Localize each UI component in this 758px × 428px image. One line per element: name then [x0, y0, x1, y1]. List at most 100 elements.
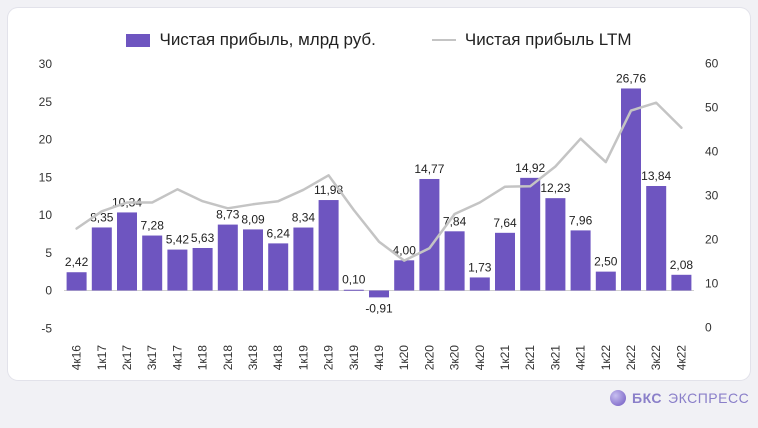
bar — [646, 186, 667, 291]
bar-data-label: 8,73 — [216, 208, 240, 222]
legend-item-net-profit: Чистая прибыль, млрд руб. — [126, 30, 376, 50]
bar — [117, 212, 137, 291]
bar-data-label: 13,84 — [641, 169, 671, 183]
x-category-label: 1к19 — [296, 345, 310, 371]
bar-data-label: 5,42 — [166, 233, 190, 247]
bar-data-label: 26,76 — [616, 71, 646, 85]
bar-data-label: 1,73 — [468, 260, 492, 274]
y-left-tick-label: 30 — [39, 57, 53, 71]
brand-logo-icon — [610, 390, 626, 406]
bar-data-label: -0,91 — [365, 301, 393, 315]
x-category-label: 4к16 — [70, 345, 84, 371]
x-category-label: 3к21 — [548, 345, 562, 371]
x-category-label: 4к19 — [372, 345, 386, 371]
x-category-label: 3к17 — [145, 345, 159, 371]
bar-data-label: 6,24 — [267, 226, 291, 240]
x-category-label: 2к17 — [120, 345, 134, 371]
bar — [66, 272, 87, 291]
bar — [520, 177, 541, 291]
bar — [570, 230, 591, 291]
chart-legend: Чистая прибыль, млрд руб. Чистая прибыль… — [0, 30, 758, 50]
bar — [495, 232, 515, 291]
brand-name-light: ЭКСПРЕСС — [668, 390, 750, 406]
x-category-label: 3к20 — [448, 345, 462, 371]
bar — [343, 289, 364, 291]
x-category-label: 1к17 — [95, 345, 109, 371]
bar — [243, 229, 263, 291]
y-right-tick-label: 50 — [705, 101, 719, 115]
ltm-series-line — [75, 101, 683, 262]
y-left-tick-label: -5 — [41, 321, 52, 335]
legend-bar-swatch — [126, 33, 151, 47]
bar-data-label: 0,10 — [342, 273, 366, 287]
bar-data-label: 7,84 — [443, 214, 467, 228]
y-left-tick-label: 25 — [39, 95, 53, 109]
y-left-tick-label: 15 — [39, 170, 53, 184]
bar — [595, 271, 616, 291]
x-category-label: 2к20 — [422, 345, 436, 371]
x-category-label: 1к21 — [498, 345, 512, 371]
y-left-tick-label: 10 — [39, 208, 53, 222]
bar-data-label: 14,92 — [515, 161, 545, 175]
bar-data-label: 2,42 — [65, 255, 89, 269]
x-category-label: 4к18 — [271, 345, 285, 371]
bar — [671, 274, 692, 291]
brand-logo: БКС ЭКСПРЕСС — [610, 390, 749, 406]
y-right-tick-label: 30 — [705, 189, 719, 203]
legend-bar-label: Чистая прибыль, млрд руб. — [159, 30, 376, 49]
bar — [268, 243, 289, 291]
bar — [369, 290, 389, 298]
bar — [469, 277, 490, 291]
x-category-label: 2к19 — [322, 345, 336, 371]
bar — [394, 260, 415, 291]
bar-data-label: 7,28 — [141, 219, 165, 233]
bar-data-label: 14,77 — [414, 162, 444, 176]
bar-data-label: 8,34 — [292, 211, 316, 225]
bar — [419, 178, 440, 291]
bar — [545, 198, 566, 291]
x-category-label: 4к21 — [574, 345, 588, 371]
bar-data-label: 7,96 — [569, 213, 593, 227]
bar — [142, 235, 163, 291]
x-category-label: 2к22 — [624, 345, 638, 371]
x-category-label: 4к22 — [674, 345, 688, 371]
y-left-tick-label: 5 — [45, 246, 52, 260]
x-category-label: 2к18 — [221, 345, 235, 371]
bar — [192, 247, 213, 291]
bar — [293, 227, 314, 291]
bar-data-label: 2,08 — [670, 258, 694, 272]
legend-line-label: Чистая прибыль LTM — [464, 30, 632, 49]
x-category-label: 3к19 — [347, 345, 361, 371]
x-category-label: 1к20 — [397, 345, 411, 371]
legend-item-net-profit-ltm: Чистая прибыль LTM — [431, 30, 632, 50]
x-category-label: 1к22 — [599, 345, 613, 371]
bar-data-label: 12,23 — [540, 181, 570, 195]
bar — [444, 231, 465, 291]
bar-data-label: 2,50 — [594, 255, 618, 269]
bar-data-label: 7,64 — [493, 216, 517, 230]
y-left-tick-label: 20 — [39, 133, 53, 147]
x-category-label: 4к20 — [473, 345, 487, 371]
y-right-tick-label: 0 — [705, 321, 712, 335]
bar — [167, 249, 188, 291]
bar — [318, 200, 339, 291]
y-right-tick-label: 10 — [705, 277, 719, 291]
x-category-label: 3к18 — [246, 345, 260, 371]
x-category-label: 2к21 — [523, 345, 537, 371]
brand-name-bold: БКС — [632, 390, 663, 406]
bar-data-label: 4,00 — [393, 243, 417, 257]
bar-data-label: 8,09 — [241, 212, 265, 226]
y-right-tick-label: 60 — [705, 57, 719, 71]
y-right-tick-label: 20 — [705, 233, 719, 247]
x-category-label: 4к17 — [170, 345, 184, 371]
x-category-label: 1к18 — [196, 345, 210, 371]
x-category-label: 3к22 — [649, 345, 663, 371]
bar — [621, 88, 641, 291]
bar — [217, 224, 238, 291]
y-left-tick-label: 0 — [45, 284, 52, 298]
bar-data-label: 5,63 — [191, 231, 215, 245]
bar — [91, 227, 112, 291]
y-right-tick-label: 40 — [705, 145, 719, 159]
legend-line-swatch — [431, 39, 456, 41]
